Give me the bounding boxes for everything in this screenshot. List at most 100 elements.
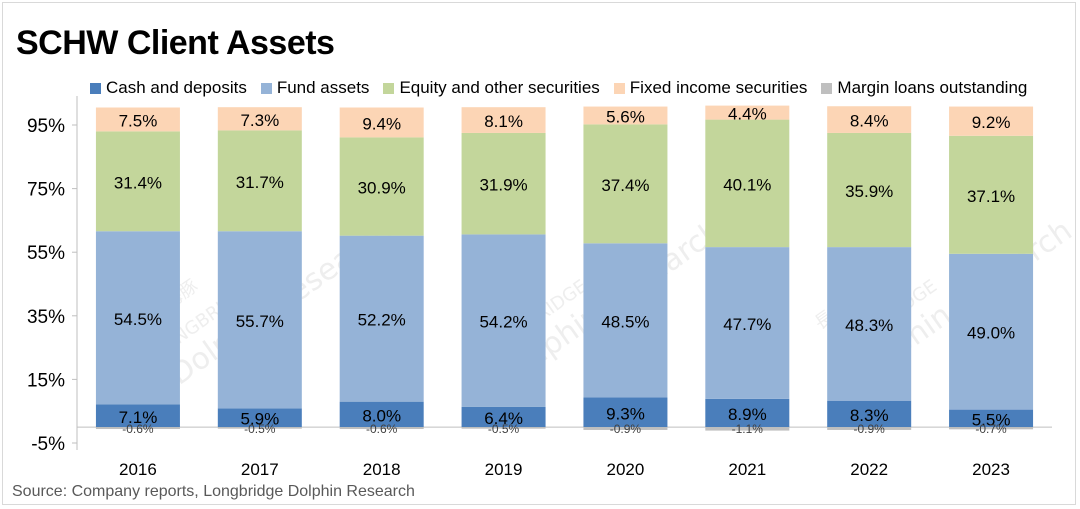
data-label-negative: -1.1% bbox=[732, 422, 764, 436]
bar-segment bbox=[949, 253, 1034, 410]
bar-segment-negative bbox=[95, 427, 180, 430]
legend-swatch-equity bbox=[383, 82, 395, 94]
bar-segment bbox=[949, 409, 1034, 428]
x-tick-label: 2016 bbox=[119, 460, 157, 479]
data-label-negative: -0.6% bbox=[122, 422, 154, 436]
bar-segment-negative bbox=[217, 427, 302, 429]
legend-item-cash: Cash and deposits bbox=[90, 78, 247, 98]
data-label: 52.2% bbox=[358, 311, 406, 330]
data-label: 40.1% bbox=[723, 175, 771, 194]
bar-segment bbox=[95, 107, 180, 132]
data-label-negative: -0.5% bbox=[244, 422, 276, 436]
legend: Cash and deposits Fund assets Equity and… bbox=[90, 78, 1050, 98]
bar-segment bbox=[95, 131, 180, 232]
legend-swatch-cash bbox=[90, 82, 101, 94]
data-label: 8.9% bbox=[728, 405, 767, 424]
y-tick-label: 35% bbox=[27, 307, 65, 328]
bar-segment bbox=[461, 234, 546, 407]
legend-label-fixed: Fixed income securities bbox=[629, 78, 808, 97]
data-label-negative: -0.5% bbox=[488, 422, 520, 436]
data-label: 47.7% bbox=[723, 315, 771, 334]
bar-segment bbox=[583, 243, 668, 398]
bar-segment bbox=[95, 404, 180, 428]
bar-segment bbox=[705, 398, 790, 428]
bar-segment bbox=[95, 231, 180, 405]
data-label: 4.4% bbox=[728, 105, 767, 124]
bar-segment bbox=[583, 397, 668, 428]
legend-swatch-margin bbox=[821, 82, 833, 94]
data-label: 48.5% bbox=[601, 312, 649, 331]
data-label: 9.2% bbox=[972, 113, 1011, 132]
data-label-negative: -0.9% bbox=[854, 422, 886, 436]
data-label: 8.4% bbox=[850, 112, 889, 131]
x-tick-label: 2020 bbox=[607, 460, 645, 479]
legend-item-equity: Equity and other securities bbox=[383, 78, 600, 98]
bar-segment-negative bbox=[461, 427, 546, 429]
legend-item-fund: Fund assets bbox=[260, 78, 370, 98]
legend-label-margin: Margin loans outstanding bbox=[837, 78, 1028, 97]
bar-segment bbox=[339, 401, 424, 428]
bar-segment bbox=[705, 105, 790, 120]
data-label: 37.4% bbox=[601, 176, 649, 195]
legend-swatch-fixed bbox=[613, 82, 625, 94]
legend-item-margin: Margin loans outstanding bbox=[821, 78, 1027, 98]
data-label: 48.3% bbox=[845, 316, 893, 335]
data-label: 5.9% bbox=[240, 410, 279, 429]
bar-segment bbox=[461, 132, 546, 235]
chart-title: SCHW Client Assets bbox=[16, 24, 335, 62]
data-label: 7.5% bbox=[119, 111, 158, 130]
legend-item-fixed: Fixed income securities bbox=[613, 78, 808, 98]
bar-segment bbox=[583, 106, 668, 125]
bar-segment bbox=[583, 124, 668, 244]
data-label: 7.1% bbox=[119, 408, 158, 427]
bar-segment bbox=[339, 137, 424, 236]
x-tick-label: 2018 bbox=[363, 460, 401, 479]
y-tick-label: -5% bbox=[31, 434, 65, 455]
data-label: 30.9% bbox=[358, 179, 406, 198]
bar-segment bbox=[705, 247, 790, 399]
bar-segment bbox=[949, 135, 1034, 254]
bar-segment-negative bbox=[827, 427, 912, 430]
data-label: 31.7% bbox=[236, 173, 284, 192]
x-tick-label: 2019 bbox=[485, 460, 523, 479]
data-label: 54.2% bbox=[479, 313, 527, 332]
x-tick-label: 2017 bbox=[241, 460, 279, 479]
bar-segment-negative bbox=[583, 427, 668, 430]
y-tick-label: 95% bbox=[27, 116, 65, 137]
source-note: Source: Company reports, Longbridge Dolp… bbox=[12, 483, 415, 500]
bar-segment-negative bbox=[949, 427, 1034, 430]
x-tick-label: 2023 bbox=[972, 460, 1010, 479]
bar-segment bbox=[827, 132, 912, 248]
x-tick-label: 2022 bbox=[850, 460, 888, 479]
bar-segment bbox=[461, 107, 546, 133]
legend-label-fund: Fund assets bbox=[276, 78, 370, 97]
data-label: 5.5% bbox=[972, 410, 1011, 429]
bar-segment bbox=[339, 107, 424, 138]
data-label: 35.9% bbox=[845, 182, 893, 201]
bar-segment bbox=[217, 107, 302, 131]
data-label: 31.9% bbox=[479, 176, 527, 195]
bar-segment bbox=[339, 235, 424, 402]
legend-label-equity: Equity and other securities bbox=[399, 78, 600, 97]
data-label: 8.1% bbox=[484, 112, 523, 131]
bar-segment-negative bbox=[705, 427, 790, 431]
bar-segment bbox=[827, 106, 912, 133]
bar-segment bbox=[827, 247, 912, 401]
y-tick-label: 15% bbox=[27, 370, 65, 391]
bar-segment bbox=[461, 406, 546, 428]
data-label: 37.1% bbox=[967, 187, 1015, 206]
bar-segment-negative bbox=[339, 427, 424, 430]
y-tick-label: 75% bbox=[27, 180, 65, 201]
data-label: 5.6% bbox=[606, 107, 645, 126]
data-label: 55.7% bbox=[236, 312, 284, 331]
x-tick-label: 2021 bbox=[728, 460, 766, 479]
data-label-negative: -0.9% bbox=[610, 422, 642, 436]
data-label: 6.4% bbox=[484, 409, 523, 428]
bar-segment bbox=[217, 130, 302, 232]
data-label: 31.4% bbox=[114, 173, 162, 192]
data-label: 9.4% bbox=[362, 114, 401, 133]
data-label: 8.3% bbox=[850, 406, 889, 425]
data-label: 49.0% bbox=[967, 324, 1015, 343]
